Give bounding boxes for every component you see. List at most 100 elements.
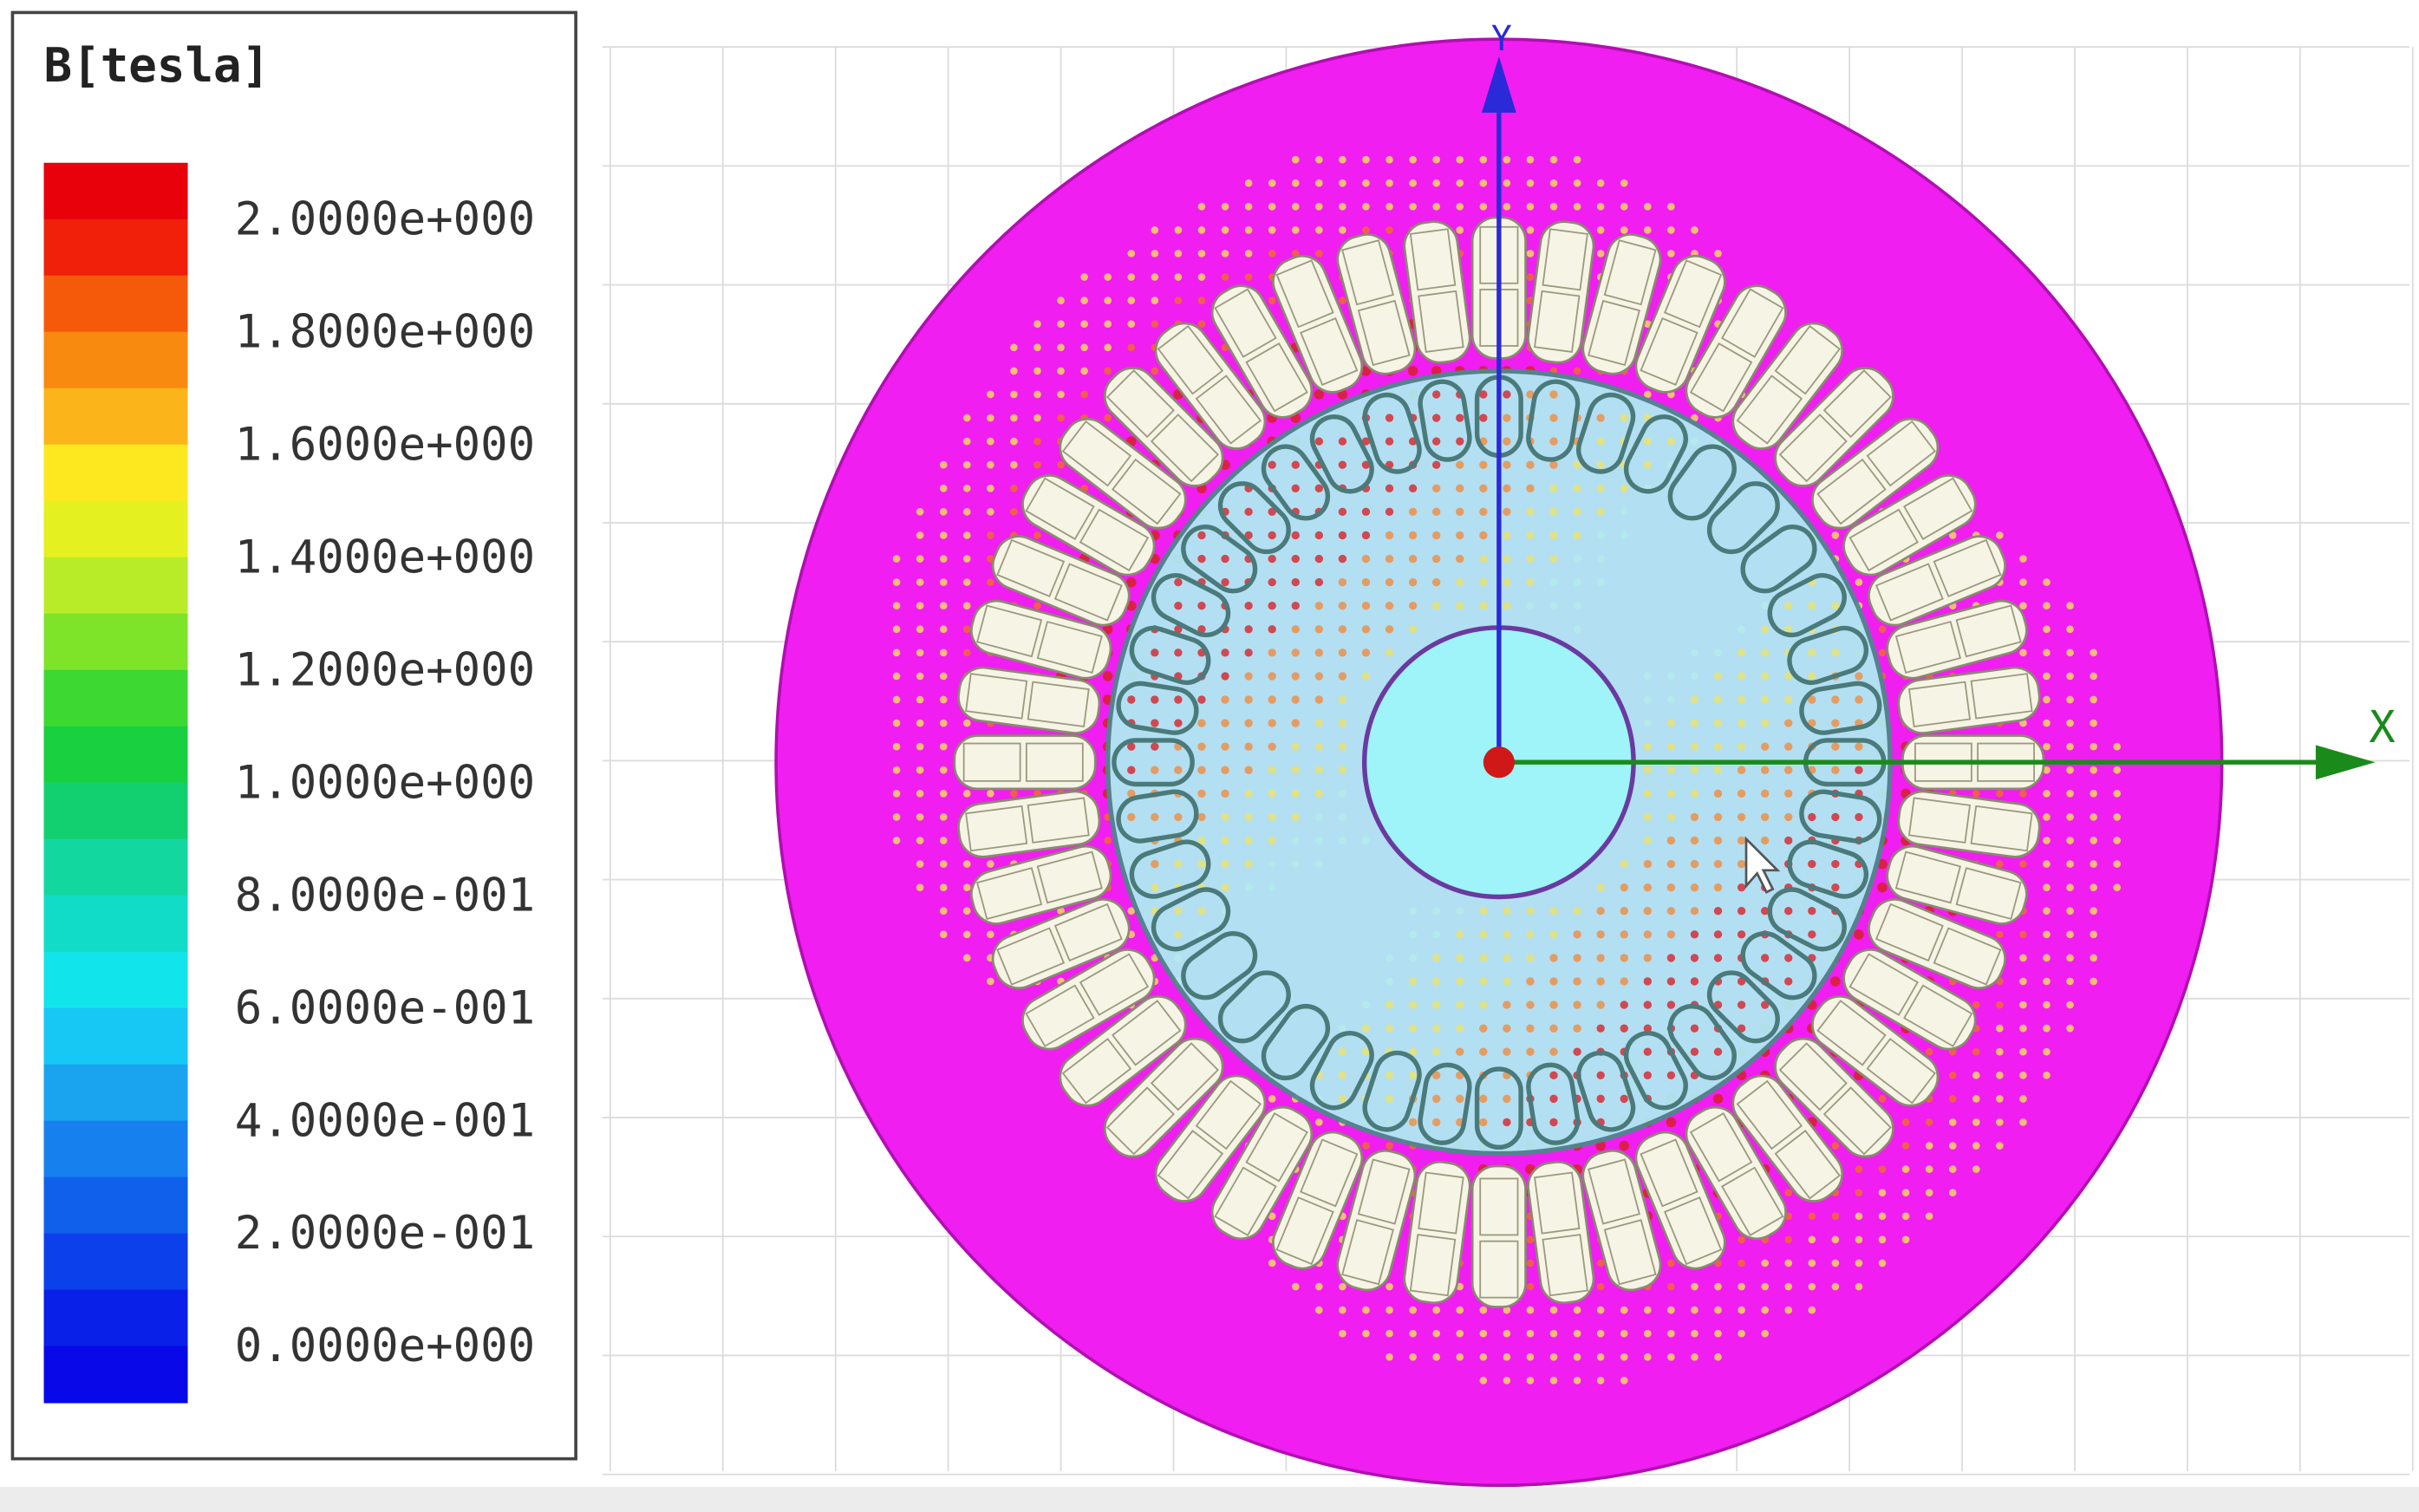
stator-slot: [957, 790, 1101, 858]
field-dot: [1620, 1352, 1628, 1361]
field-dot: [2066, 695, 2074, 704]
field-dot: [1996, 1118, 2004, 1126]
stator-slot: [1059, 417, 1187, 530]
field-dot: [1855, 742, 1863, 751]
legend-label: 6.0000e-001: [235, 981, 535, 1034]
field-dot: [1691, 1282, 1699, 1291]
field-dot: [2019, 1118, 2027, 1126]
field-dot: [1479, 1047, 1488, 1056]
field-dot: [1080, 390, 1088, 399]
field-dot: [1244, 625, 1253, 634]
field-dot: [1784, 1259, 1793, 1268]
field-dot: [1268, 297, 1276, 304]
field-dot: [1197, 719, 1206, 727]
coil: [1157, 1130, 1224, 1200]
field-dot: [1361, 1047, 1371, 1056]
field-dot: [1712, 1093, 1724, 1105]
slot-outline: [1685, 1105, 1787, 1241]
field-dot: [1057, 320, 1065, 329]
coil: [1603, 1219, 1657, 1286]
field-dot: [1714, 250, 1722, 257]
field-dot: [1362, 1142, 1370, 1150]
stator-slot: [1774, 1037, 1894, 1158]
field-dot: [1268, 460, 1276, 469]
stator-slot: [1210, 1105, 1314, 1241]
field-dot: [1948, 1118, 1957, 1126]
field-dot: [939, 578, 948, 586]
field-dot: [1174, 577, 1183, 587]
field-dot: [1760, 1000, 1770, 1009]
legend-label: 1.8000e+000: [235, 305, 535, 358]
field-dot: [1620, 414, 1628, 422]
field-dot: [1620, 930, 1628, 939]
field-dot: [1549, 1047, 1558, 1056]
rotor-bar: [1667, 1003, 1737, 1081]
field-dot: [1291, 742, 1300, 751]
field-dot: [1503, 1352, 1511, 1361]
field-dot: [892, 625, 901, 634]
field-dot: [1526, 907, 1535, 916]
field-dot: [1831, 812, 1840, 822]
field-dot: [1972, 1095, 1980, 1103]
coil: [1822, 369, 1892, 439]
field-dot: [1503, 1094, 1511, 1104]
coil: [1640, 1138, 1699, 1208]
field-dot: [1503, 954, 1511, 962]
field-dot: [892, 672, 901, 681]
field-dot: [1432, 202, 1441, 211]
field-dot: [962, 625, 971, 634]
field-dot: [1901, 1189, 1910, 1197]
stator-slot: [957, 666, 1101, 734]
field-dot: [2043, 672, 2051, 681]
rotor-bar: [1576, 1050, 1636, 1132]
field-dot: [1784, 719, 1793, 727]
field-dot: [1338, 766, 1347, 774]
field-dot: [1808, 1282, 1816, 1291]
field-dot: [1526, 179, 1535, 187]
field-dot: [1362, 1306, 1370, 1314]
field-dot: [1174, 695, 1183, 704]
field-dot: [1314, 1282, 1323, 1291]
field-dot: [1526, 1329, 1535, 1338]
field-dot: [1760, 812, 1770, 822]
field-dot: [1667, 1282, 1675, 1291]
field-dot: [892, 766, 901, 774]
rotor-bar: [1767, 573, 1847, 638]
field-dot: [1503, 390, 1511, 399]
field-dot: [962, 578, 971, 586]
stator-slot: [1685, 284, 1787, 419]
field-dot: [1526, 930, 1535, 939]
y-axis-arrow: [1482, 55, 1516, 113]
stator-slot: [1886, 844, 2028, 925]
field-dot: [2043, 954, 2051, 962]
field-dot: [962, 954, 971, 962]
field-dot: [1314, 601, 1324, 610]
field-dot: [1573, 155, 1581, 164]
field-dot: [1619, 1140, 1630, 1151]
field-dot: [1339, 297, 1346, 304]
field-dot: [1549, 954, 1558, 962]
field-dot: [1808, 859, 1816, 869]
field-dot: [939, 602, 948, 610]
field-dot: [1409, 202, 1417, 211]
slot-outline: [1021, 474, 1156, 577]
field-dot: [1221, 883, 1229, 892]
coil: [1300, 1138, 1359, 1208]
field-dot: [1667, 202, 1675, 211]
field-dot: [1174, 859, 1183, 869]
field-dot: [1878, 648, 1887, 657]
field-dot: [1784, 1189, 1793, 1197]
field-dot: [1479, 155, 1488, 164]
rotor-bar: [1418, 379, 1472, 462]
field-dot: [1479, 1329, 1488, 1338]
field-dot: [1338, 719, 1347, 727]
field-dot: [2066, 813, 2074, 821]
coil: [1341, 1219, 1394, 1286]
slot-outline: [1842, 948, 1977, 1051]
field-dot: [1808, 1235, 1816, 1244]
field-dot: [1643, 320, 1652, 329]
color-band: [43, 331, 188, 389]
stator-slot: [1774, 367, 1894, 487]
field-dot: [916, 813, 924, 821]
field-dot: [1104, 320, 1112, 329]
